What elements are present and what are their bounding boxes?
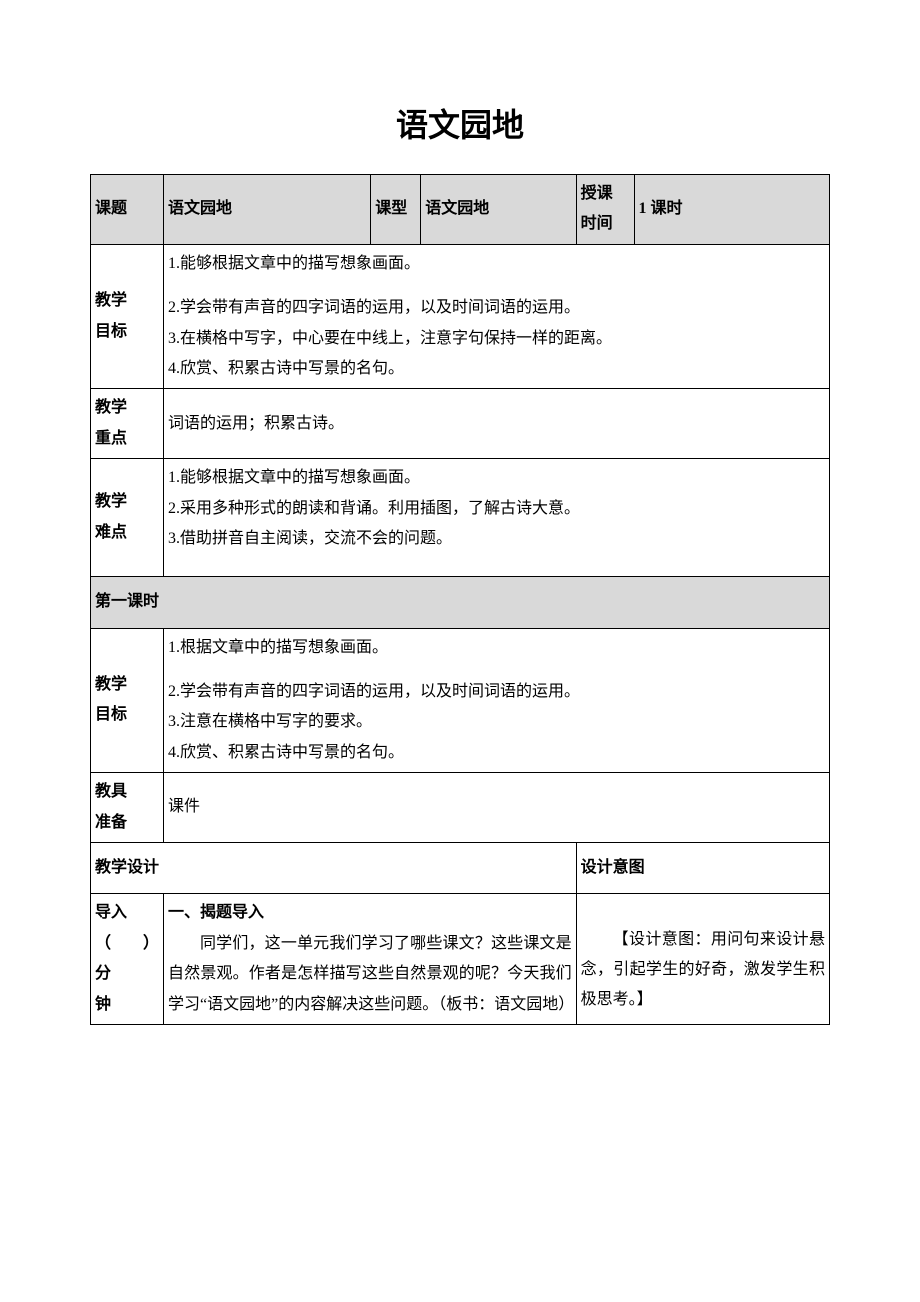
- tools-content: 课件: [164, 773, 830, 843]
- goals2-item-2: 2.学会带有声音的四字词语的运用，以及时间词语的运用。: [168, 677, 825, 707]
- keypoint-label-l2: 重点: [95, 430, 127, 447]
- keypoint-content: 词语的运用；积累古诗。: [164, 389, 830, 459]
- type-value: 语文园地: [421, 175, 576, 245]
- lesson-plan-table: 课题 语文园地 课型 语文园地 授课 时间 1 课时 教学 目标 1.能够根据文…: [90, 174, 830, 1025]
- intro-label-l2: （ ）分: [95, 935, 159, 982]
- spacer: [168, 554, 825, 572]
- goals1-content: 1.能够根据文章中的描写想象画面。 2.学会带有声音的四字词语的运用，以及时间词…: [164, 244, 830, 389]
- goals2-item-1: 1.根据文章中的描写想象画面。: [168, 633, 825, 663]
- goals1-item-3: 3.在横格中写字，中心要在中线上，注意字句保持一样的距离。: [168, 324, 825, 354]
- goals2-item-3: 3.注意在横格中写字的要求。: [168, 707, 825, 737]
- goals1-item-1: 1.能够根据文章中的描写想象画面。: [168, 249, 825, 279]
- design-header-row: 教学设计 设计意图: [91, 843, 830, 894]
- intro-rationale-text: 【设计意图：用问句来设计悬念，引起学生的好奇，激发学生积极思考。】: [581, 925, 825, 1016]
- tools-label-l1: 教具: [95, 783, 127, 800]
- intro-rationale: 【设计意图：用问句来设计悬念，引起学生的好奇，激发学生积极思考。】: [576, 894, 829, 1025]
- goals1-item-4: 4.欣赏、积累古诗中写景的名句。: [168, 354, 825, 384]
- goals2-row: 教学 目标 1.根据文章中的描写想象画面。 2.学会带有声音的四字词语的运用，以…: [91, 628, 830, 773]
- page: 语文园地 课题 语文园地 课型 语文园地 授课 时间 1 课时 教学: [0, 0, 920, 1302]
- goals2-item-4: 4.欣赏、积累古诗中写景的名句。: [168, 738, 825, 768]
- time-label-line2: 时间: [581, 215, 613, 232]
- difficulty-content: 1.能够根据文章中的描写想象画面。 2.采用多种形式的朗读和背诵。利用插图，了解…: [164, 459, 830, 577]
- goals1-label: 教学 目标: [91, 244, 164, 389]
- time-value: 1 课时: [634, 175, 829, 245]
- design-right: 设计意图: [576, 843, 829, 894]
- goals1-label-l1: 教学: [95, 292, 127, 309]
- spacer: [581, 903, 825, 925]
- spacer: [168, 279, 825, 293]
- goals2-label-l1: 教学: [95, 676, 127, 693]
- time-label: 授课 时间: [576, 175, 634, 245]
- type-label: 课型: [371, 175, 421, 245]
- goals2-content: 1.根据文章中的描写想象画面。 2.学会带有声音的四字词语的运用，以及时间词语的…: [164, 628, 830, 773]
- keypoint-label-l1: 教学: [95, 399, 127, 416]
- difficulty-item-2: 2.采用多种形式的朗读和背诵。利用插图，了解古诗大意。: [168, 494, 825, 524]
- difficulty-label-l1: 教学: [95, 493, 127, 510]
- design-left: 教学设计: [91, 843, 577, 894]
- intro-content: 一、揭题导入 同学们，这一单元我们学习了哪些课文？这些课文是自然景观。作者是怎样…: [164, 894, 577, 1025]
- difficulty-label-l2: 难点: [95, 524, 127, 541]
- difficulty-row: 教学 难点 1.能够根据文章中的描写想象画面。 2.采用多种形式的朗读和背诵。利…: [91, 459, 830, 577]
- time-label-line1: 授课: [581, 185, 613, 202]
- period-cell: 第一课时: [91, 577, 830, 628]
- difficulty-item-3: 3.借助拼音自主阅读，交流不会的问题。: [168, 524, 825, 554]
- goals1-item-2: 2.学会带有声音的四字词语的运用，以及时间词语的运用。: [168, 293, 825, 323]
- intro-label: 导入 （ ）分 钟: [91, 894, 164, 1025]
- keypoint-label: 教学 重点: [91, 389, 164, 459]
- intro-body: 同学们，这一单元我们学习了哪些课文？这些课文是自然景观。作者是怎样描写这些自然景…: [168, 929, 572, 1020]
- tools-row: 教具 准备 课件: [91, 773, 830, 843]
- tools-label-l2: 准备: [95, 814, 127, 831]
- period-row: 第一课时: [91, 577, 830, 628]
- difficulty-label: 教学 难点: [91, 459, 164, 577]
- topic-value: 语文园地: [164, 175, 371, 245]
- goals2-label: 教学 目标: [91, 628, 164, 773]
- topic-label: 课题: [91, 175, 164, 245]
- header-row: 课题 语文园地 课型 语文园地 授课 时间 1 课时: [91, 175, 830, 245]
- tools-label: 教具 准备: [91, 773, 164, 843]
- intro-label-l1: 导入: [95, 904, 127, 921]
- goals1-row: 教学 目标 1.能够根据文章中的描写想象画面。 2.学会带有声音的四字词语的运用…: [91, 244, 830, 389]
- intro-row: 导入 （ ）分 钟 一、揭题导入 同学们，这一单元我们学习了哪些课文？这些课文是…: [91, 894, 830, 1025]
- page-title: 语文园地: [90, 100, 830, 146]
- intro-label-l3: 钟: [95, 996, 111, 1013]
- spacer: [168, 663, 825, 677]
- difficulty-item-1: 1.能够根据文章中的描写想象画面。: [168, 463, 825, 493]
- keypoint-row: 教学 重点 词语的运用；积累古诗。: [91, 389, 830, 459]
- goals1-label-l2: 目标: [95, 323, 127, 340]
- goals2-label-l2: 目标: [95, 706, 127, 723]
- intro-heading: 一、揭题导入: [168, 898, 572, 928]
